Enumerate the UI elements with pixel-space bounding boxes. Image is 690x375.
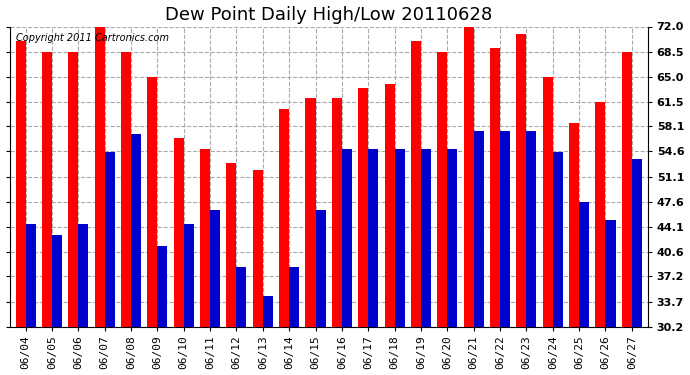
Bar <box>342 148 352 327</box>
Bar <box>447 148 457 327</box>
Bar <box>543 77 553 327</box>
Title: Dew Point Daily High/Low 20110628: Dew Point Daily High/Low 20110628 <box>165 6 493 24</box>
Bar <box>174 138 184 327</box>
Text: Copyright 2011 Cartronics.com: Copyright 2011 Cartronics.com <box>16 33 169 42</box>
Bar <box>279 109 289 327</box>
Bar <box>526 130 536 327</box>
Bar <box>157 246 168 327</box>
Bar <box>579 202 589 327</box>
Bar <box>368 148 378 327</box>
Bar <box>263 296 273 327</box>
Bar <box>78 224 88 327</box>
Bar <box>148 77 157 327</box>
Bar <box>500 130 510 327</box>
Bar <box>200 148 210 327</box>
Bar <box>606 220 615 327</box>
Bar <box>253 170 263 327</box>
Bar <box>411 41 421 327</box>
Bar <box>42 52 52 327</box>
Bar <box>226 163 237 327</box>
Bar <box>421 148 431 327</box>
Bar <box>95 20 105 327</box>
Bar <box>15 41 26 327</box>
Bar <box>473 130 484 327</box>
Bar <box>553 152 563 327</box>
Bar <box>569 123 579 327</box>
Bar <box>622 52 632 327</box>
Bar <box>68 52 78 327</box>
Bar <box>306 98 315 327</box>
Bar <box>358 87 368 327</box>
Bar <box>184 224 194 327</box>
Bar <box>131 134 141 327</box>
Bar <box>237 267 246 327</box>
Bar <box>464 27 473 327</box>
Bar <box>490 48 500 327</box>
Bar <box>384 84 395 327</box>
Bar <box>52 235 62 327</box>
Bar <box>105 152 115 327</box>
Bar <box>395 148 404 327</box>
Bar <box>26 224 36 327</box>
Bar <box>289 267 299 327</box>
Bar <box>437 52 447 327</box>
Bar <box>315 210 326 327</box>
Bar <box>595 102 606 327</box>
Bar <box>516 34 526 327</box>
Bar <box>121 52 131 327</box>
Bar <box>632 159 642 327</box>
Bar <box>332 98 342 327</box>
Bar <box>210 210 220 327</box>
